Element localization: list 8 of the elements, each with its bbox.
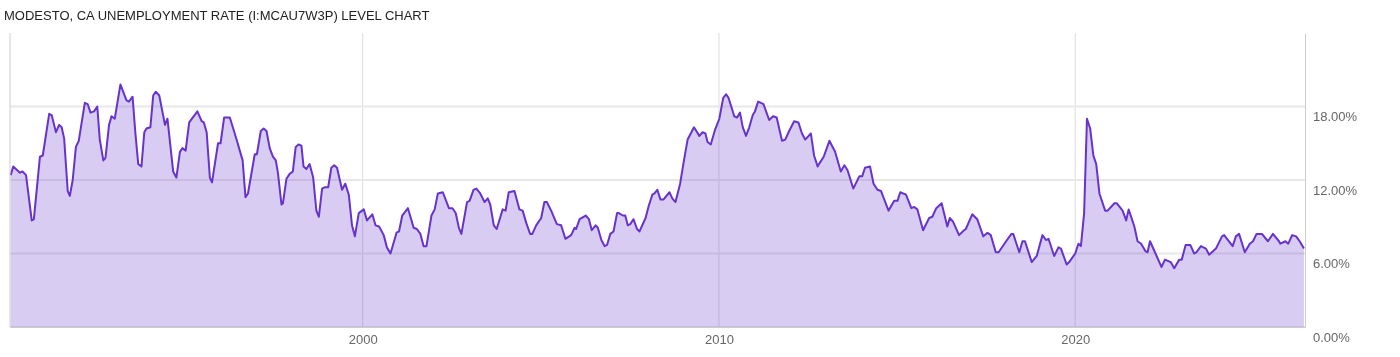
- y-tick-label: 18.00%: [1313, 109, 1358, 125]
- x-tick-label: 2010: [704, 332, 734, 348]
- x-tick-label: 2020: [1061, 332, 1091, 348]
- chart-title: MODESTO, CA UNEMPLOYMENT RATE (I:MCAU7W3P) LEVEL CHART: [4, 8, 430, 23]
- y-tick-label: 6.00%: [1313, 256, 1351, 272]
- x-tick-label: 2000: [348, 332, 378, 348]
- y-tick-label: 12.00%: [1313, 182, 1358, 198]
- y-tick-label: 0.00%: [1313, 329, 1351, 345]
